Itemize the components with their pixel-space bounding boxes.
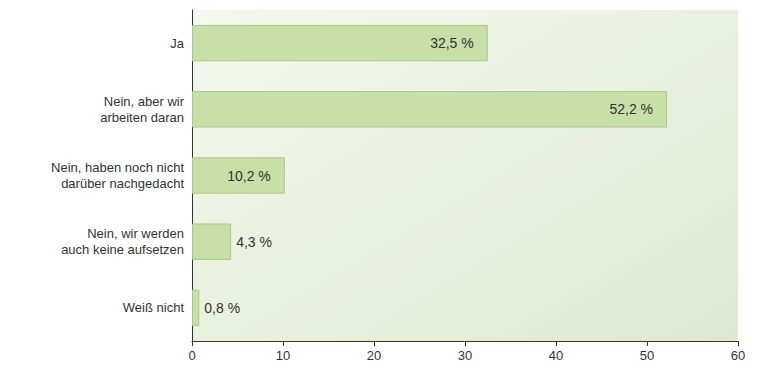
svg-text:auch keine aufsetzen: auch keine aufsetzen (61, 242, 184, 257)
svg-text:darüber nachgedacht: darüber nachgedacht (61, 176, 184, 191)
svg-text:40: 40 (549, 348, 563, 363)
svg-text:20: 20 (367, 348, 381, 363)
svg-text:arbeiten daran: arbeiten daran (100, 110, 184, 125)
svg-text:Nein, wir werden: Nein, wir werden (87, 226, 184, 241)
svg-text:Ja: Ja (170, 36, 185, 51)
svg-text:30: 30 (458, 348, 472, 363)
svg-text:Weiß nicht: Weiß nicht (123, 300, 185, 315)
svg-text:10: 10 (276, 348, 290, 363)
svg-text:52,2 %: 52,2 % (609, 101, 653, 117)
svg-text:10,2 %: 10,2 % (227, 168, 271, 184)
svg-text:0: 0 (188, 348, 195, 363)
svg-text:Nein, aber wir: Nein, aber wir (104, 94, 185, 109)
svg-text:Nein, haben noch nicht: Nein, haben noch nicht (51, 160, 184, 175)
svg-text:4,3 %: 4,3 % (236, 234, 272, 250)
svg-text:0,8 %: 0,8 % (204, 300, 240, 316)
svg-text:60: 60 (731, 348, 745, 363)
svg-text:32,5 %: 32,5 % (430, 35, 474, 51)
svg-text:50: 50 (640, 348, 654, 363)
